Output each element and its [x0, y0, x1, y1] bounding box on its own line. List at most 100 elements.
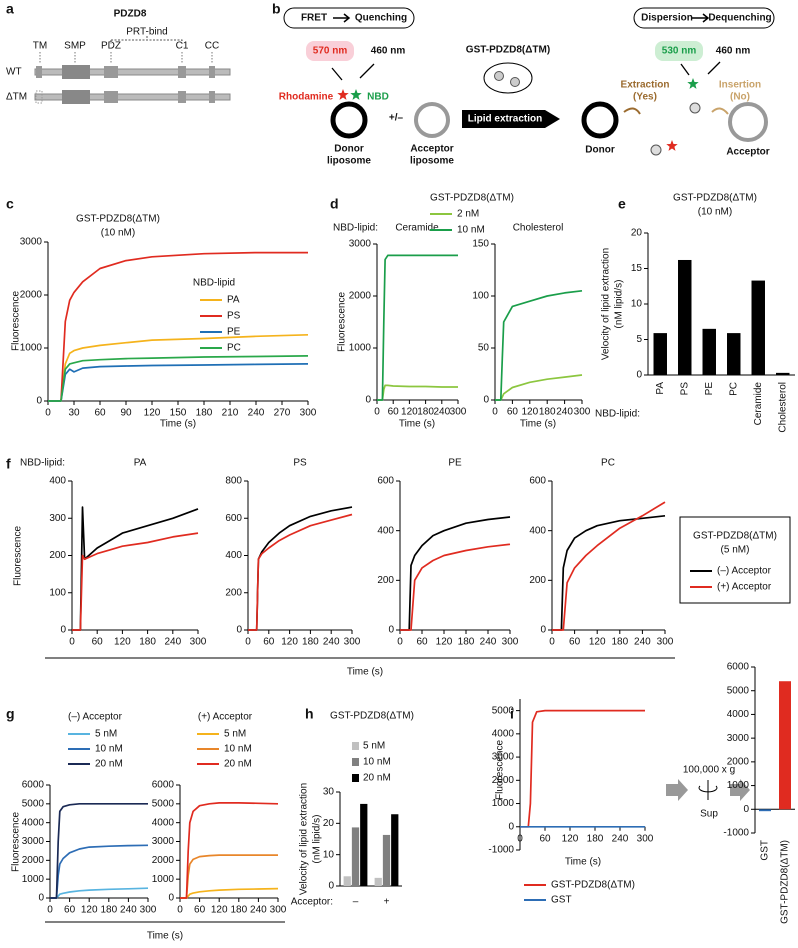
bar: [374, 877, 382, 886]
y-tick-label: 5: [636, 334, 642, 345]
chart-title: (+) Acceptor: [198, 712, 253, 723]
bar: [653, 333, 667, 375]
domain: [62, 65, 90, 79]
legend-label: GST-PDZD8(ΔTM): [551, 880, 635, 891]
bar: [759, 809, 771, 812]
x-tick-label: 180: [539, 407, 556, 418]
curved-arrow: [711, 107, 729, 115]
y-tick-label: 2000: [22, 855, 45, 866]
x-tick-label: 120: [436, 637, 453, 648]
y-tick-label: 2000: [152, 855, 175, 866]
legend-label: 10 nM: [95, 744, 123, 755]
domain: [62, 90, 90, 104]
bar: [360, 803, 368, 886]
emission-box: [306, 41, 354, 61]
y-tick-label: 5000: [492, 705, 515, 716]
x-tick-label: GST-PDZD8(ΔTM): [780, 840, 791, 924]
legend-label: 5 nM: [224, 729, 246, 740]
bar: [343, 876, 351, 886]
y-tick-label: 10: [631, 299, 643, 310]
x-axis-label: Time (s): [565, 857, 601, 868]
y-tick-label: 0: [388, 625, 394, 636]
x-tick-label: 300: [502, 637, 519, 648]
protein-bar: [34, 93, 231, 101]
x-tick-label: 210: [222, 408, 239, 419]
donor-liposome: [581, 101, 619, 139]
y-tick-label: 1000: [349, 343, 372, 354]
y-tick-label: 2000: [349, 291, 372, 302]
legend-label: 2 nM: [457, 209, 479, 220]
chart-title: GST-PDZD8(ΔTM): [330, 711, 414, 722]
line-series: [72, 532, 199, 631]
panel-label: b: [272, 1, 281, 17]
line-series: [248, 506, 353, 631]
line-series: [495, 374, 583, 401]
legend-title: NBD-lipid: [193, 278, 235, 289]
y-tick-label: 1000: [492, 798, 515, 809]
category-label: NBD-lipid:: [20, 458, 65, 469]
domain: [209, 91, 215, 103]
x-axis-label: Time (s): [347, 667, 383, 678]
row-label: ΔTM: [6, 92, 27, 103]
chart-title: GST-PDZD8(ΔTM): [76, 214, 160, 225]
chart-subtitle: (10 nM): [101, 228, 135, 239]
y-axis-label: Fluorescence: [11, 291, 22, 351]
y-tick-label: 0: [540, 625, 546, 636]
y-tick-label: 0: [36, 396, 42, 407]
x-tick-label: 180: [458, 637, 475, 648]
chart-title: PC: [601, 458, 615, 469]
panel-label: g: [6, 706, 15, 722]
emission-box: [655, 41, 703, 61]
x-tick-label: 0: [47, 905, 53, 916]
legend-label: PS: [227, 311, 241, 322]
legend-label: PC: [227, 343, 241, 354]
line-series: [48, 251, 308, 402]
header-box: [633, 7, 775, 29]
header-box: [283, 7, 415, 29]
legend-box: [679, 516, 791, 604]
liposome-label: Donor: [585, 145, 615, 156]
bar: [776, 372, 790, 375]
star: [350, 89, 362, 100]
domain: [178, 66, 186, 78]
light-arrow: [331, 63, 375, 81]
bracket: [110, 36, 183, 44]
y-tick-label: 400: [49, 476, 66, 487]
y-tick-label: 3000: [152, 836, 175, 847]
line-series: [180, 854, 278, 899]
y-tick-label: 0: [328, 881, 334, 892]
y-axis-label: Fluorescence: [337, 292, 348, 352]
y-axis-label: Velocity of lipid extraction: [299, 783, 310, 895]
y-tick-label: 5000: [152, 798, 175, 809]
legend-label: 10 nM: [224, 744, 252, 755]
excitation-label: 460 nm: [716, 46, 751, 57]
domain-diagram: PDZD8 TM SMP PDZ PRT-bind C1 CC WT ΔTM: [6, 9, 231, 104]
panel-label: h: [305, 706, 314, 722]
y-tick-label: -1000: [723, 828, 749, 839]
line-series: [400, 516, 511, 631]
legend-title: GST-PDZD8(ΔTM): [430, 193, 514, 204]
header-text: Dispersion: [641, 13, 693, 24]
y-tick-label: 600: [377, 476, 394, 487]
centrifuge-annotation: 100,000 x g Sup: [666, 765, 750, 820]
y-tick-label: -1000: [488, 845, 514, 856]
x-tick-label: 300: [657, 637, 674, 648]
chart-subtitle: (10 nM): [698, 207, 732, 218]
x-tick-label: 90: [120, 408, 132, 419]
x-tick-label: 60: [388, 407, 400, 418]
arrow: [692, 13, 710, 23]
x-tick-label: 0: [492, 407, 498, 418]
x-tick-label: 240: [612, 833, 629, 844]
y-axis-label: Fluorescence: [11, 812, 22, 872]
y-tick-label: 3000: [727, 733, 750, 744]
liposome-label: liposome: [410, 156, 454, 167]
y-tick-label: 0: [60, 625, 66, 636]
protein-icon: [494, 71, 504, 81]
legend-label: 10 nM: [363, 757, 391, 768]
y-tick-label: 100: [472, 291, 489, 302]
y-tick-label: 3000: [20, 237, 43, 248]
x-axis-label: Time (s): [147, 931, 183, 942]
line-series: [248, 513, 353, 631]
y-tick-label: 4000: [152, 817, 175, 828]
x-tick-label: 150: [170, 408, 187, 419]
